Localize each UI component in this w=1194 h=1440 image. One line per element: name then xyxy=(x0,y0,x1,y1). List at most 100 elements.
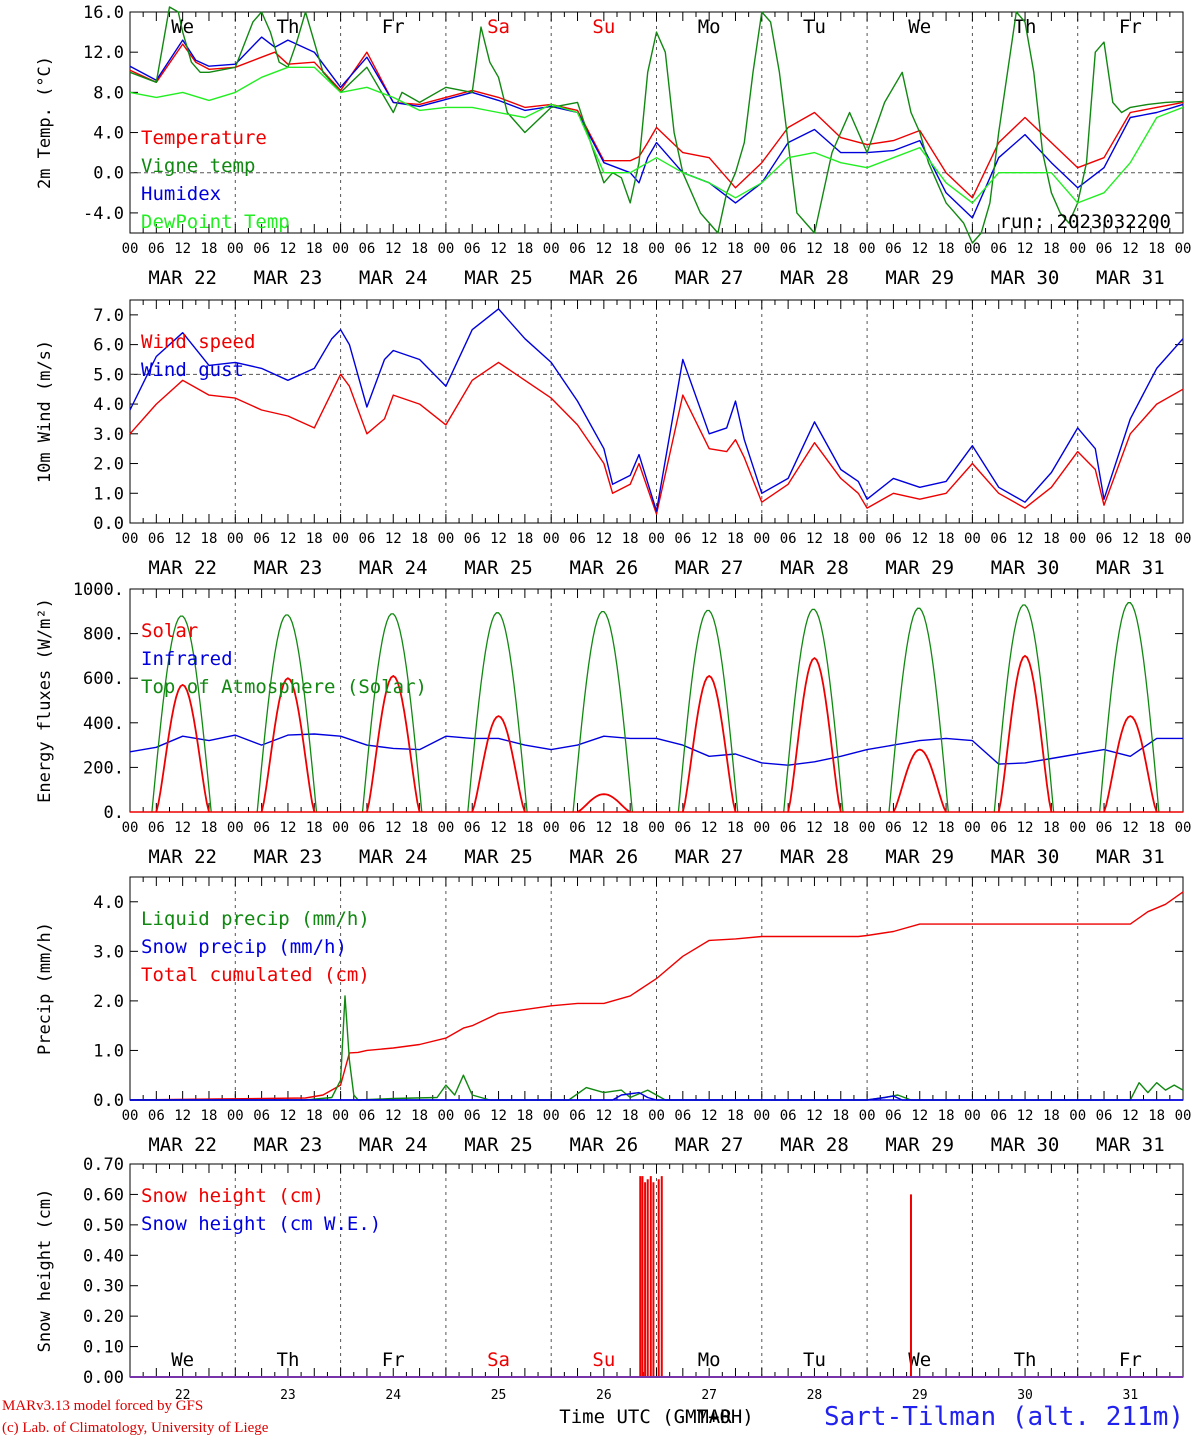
series-line-dewpoint-temp xyxy=(129,66,1184,204)
legend-entry-1: Liquid precip (mm/h) xyxy=(141,908,370,930)
x-hour-label: 06 xyxy=(253,241,270,257)
x-hour-label: 06 xyxy=(253,1108,270,1124)
x-date-label: MAR 26 xyxy=(570,1134,639,1156)
toa-solar-curve xyxy=(256,614,318,813)
x-hour-label: 06 xyxy=(358,1108,375,1124)
x-date-label: MAR 23 xyxy=(254,267,323,289)
x-hour-label: 06 xyxy=(674,820,691,836)
x-hour-label: 18 xyxy=(1148,241,1165,257)
x-date-label: MAR 24 xyxy=(359,557,428,579)
x-date-label: MAR 31 xyxy=(1096,267,1165,289)
x-hour-label: 18 xyxy=(306,1108,323,1124)
x-hour-label: 18 xyxy=(411,531,428,547)
x-hour-label: 06 xyxy=(674,241,691,257)
x-hour-label: 18 xyxy=(622,820,639,836)
x-date-label: MAR 30 xyxy=(991,557,1060,579)
x-hour-label: 18 xyxy=(201,820,218,836)
x-hour-label: 12 xyxy=(595,1108,612,1124)
x-hour-label: 00 xyxy=(1175,820,1192,836)
x-hour-label: 18 xyxy=(832,241,849,257)
x-hour-label: 00 xyxy=(964,820,981,836)
x-hour-label: 18 xyxy=(516,1108,533,1124)
plot-frame xyxy=(129,11,1184,234)
x-hour-label: 00 xyxy=(543,1108,560,1124)
x-hour-label: 00 xyxy=(122,820,139,836)
run-annotation: run: 2023032200 xyxy=(999,211,1171,233)
x-hour-label: 00 xyxy=(964,531,981,547)
x-date-label: MAR 29 xyxy=(885,846,954,868)
y-axis-label: 2m Temp. (°C) xyxy=(35,56,55,189)
day-name-label: Mo xyxy=(698,16,721,38)
legend-entry-3: Total cumulated (cm) xyxy=(141,964,370,986)
x-hour-label: 00 xyxy=(859,820,876,836)
x-date-label: MAR 28 xyxy=(780,1134,849,1156)
day-name-label: Su xyxy=(592,16,615,38)
x-date-label: MAR 25 xyxy=(464,557,533,579)
legend-entry-3: Top of Atmosphere (Solar) xyxy=(141,676,427,698)
x-hour-label: 06 xyxy=(674,531,691,547)
y-tick-label: 0.50 xyxy=(83,1216,124,1236)
panel-2: 7.0 6.0 5.0 4.0 3.0 2.0 1.0 0.0 10m Wind (m/s) 00… xyxy=(35,299,1191,579)
x-hour-label: 12 xyxy=(1122,531,1139,547)
x-date-label: MAR 26 xyxy=(570,267,639,289)
x-hour-label: 12 xyxy=(174,1108,191,1124)
x-hour-label: 18 xyxy=(832,531,849,547)
x-hour-label: 12 xyxy=(911,531,928,547)
x-hour-label: 18 xyxy=(832,1108,849,1124)
x-hour-label: 12 xyxy=(490,1108,507,1124)
surface-solar-curve xyxy=(892,748,947,813)
x-date-label: MAR 29 xyxy=(885,1134,954,1156)
x-hour-label: 00 xyxy=(648,531,665,547)
y-tick-label: 0.40 xyxy=(83,1246,124,1266)
model-credit: MARv3.13 model forced by GFS xyxy=(2,1398,204,1414)
x-hour-label: 00 xyxy=(437,241,454,257)
x-hour-label: 06 xyxy=(885,241,902,257)
x-hour-label: 00 xyxy=(859,1108,876,1124)
y-axis-label: Precip (mm/h) xyxy=(35,922,55,1055)
x-hour-label: 18 xyxy=(1043,820,1060,836)
x-hour-label: 18 xyxy=(727,531,744,547)
x-hour-label: 12 xyxy=(806,1108,823,1124)
x-hour-label: 00 xyxy=(1175,241,1192,257)
x-hour-label: 12 xyxy=(490,531,507,547)
x-hour-label: 00 xyxy=(122,531,139,547)
y-tick-label: 4.0 xyxy=(93,124,124,144)
x-hour-label: 06 xyxy=(464,820,481,836)
x-hour-label: 18 xyxy=(938,820,955,836)
y-tick-label: 400. xyxy=(83,714,124,734)
x-date-label: MAR 25 xyxy=(464,846,533,868)
day-name-label: Tu xyxy=(803,1349,826,1371)
x-day-number: 22 xyxy=(175,1388,191,1403)
day-name-label: Th xyxy=(1014,1349,1037,1371)
y-tick-label: 2.0 xyxy=(93,455,124,475)
x-hour-label: 12 xyxy=(280,531,297,547)
toa-solar-curve xyxy=(1098,602,1160,813)
x-hour-label: 18 xyxy=(306,820,323,836)
legend-entry-2: Wind gust xyxy=(141,359,244,381)
y-tick-label: 4.0 xyxy=(93,395,124,415)
series-line-total-cumulated-cm- xyxy=(129,891,1184,1101)
x-axis-label: Time UTC (GMT+0H) xyxy=(559,1406,753,1428)
x-hour-label: 06 xyxy=(358,241,375,257)
x-hour-label: 18 xyxy=(938,1108,955,1124)
x-hour-label: 00 xyxy=(332,531,349,547)
x-hour-label: 06 xyxy=(569,531,586,547)
day-name-label: Sa xyxy=(487,16,510,38)
y-tick-label: 5.0 xyxy=(93,365,124,385)
x-hour-label: 06 xyxy=(885,531,902,547)
x-hour-label: 00 xyxy=(964,241,981,257)
y-tick-label: 0.60 xyxy=(83,1185,124,1205)
x-hour-label: 12 xyxy=(174,820,191,836)
x-hour-label: 12 xyxy=(911,820,928,836)
x-hour-label: 06 xyxy=(1096,820,1113,836)
surface-solar-curve xyxy=(681,674,737,813)
day-name-label: Sa xyxy=(487,1349,510,1371)
x-hour-label: 12 xyxy=(1017,820,1034,836)
x-axis-label-overlay: MAR xyxy=(697,1406,732,1428)
day-name-label: Th xyxy=(277,1349,300,1371)
toa-solar-curve xyxy=(467,612,528,813)
x-hour-label: 00 xyxy=(648,820,665,836)
x-hour-label: 00 xyxy=(332,241,349,257)
x-hour-label: 06 xyxy=(358,531,375,547)
x-hour-label: 06 xyxy=(990,1108,1007,1124)
